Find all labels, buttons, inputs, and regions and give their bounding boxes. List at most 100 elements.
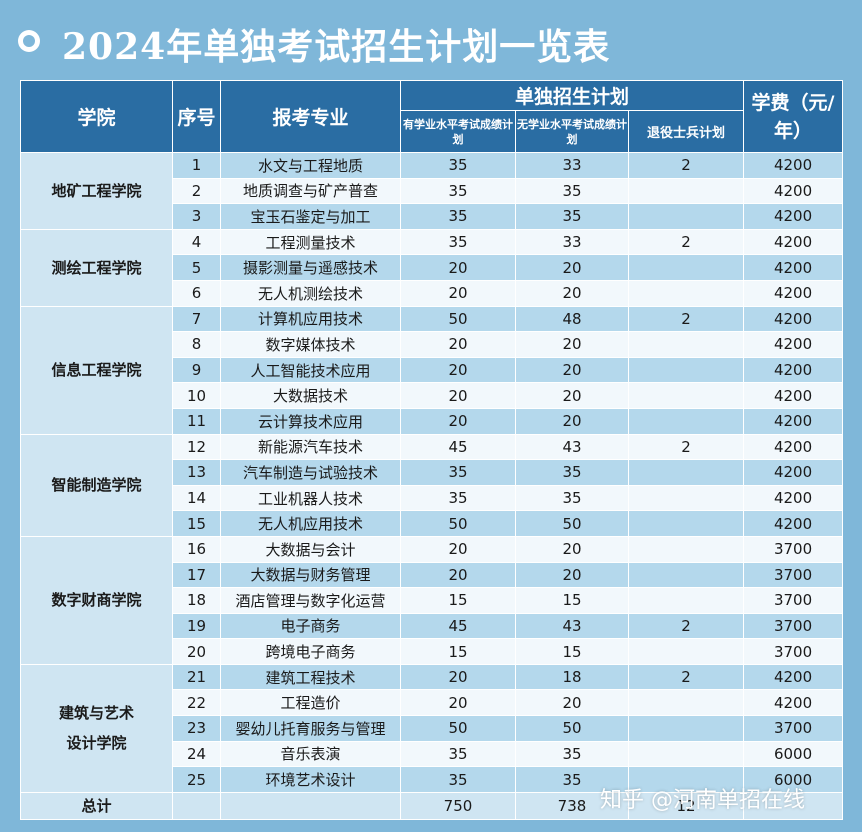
row-plan-with: 20 bbox=[400, 535, 516, 563]
row-fee: 4200 bbox=[743, 433, 844, 461]
table-row: 6 无人机测绘技术 20 20 4200 bbox=[21, 279, 844, 307]
table-row: 10 大数据技术 20 20 4200 bbox=[21, 382, 844, 409]
title-bar: 2024年单独考试招生计划一览表 bbox=[0, 0, 862, 80]
row-plan-without: 35 bbox=[515, 484, 629, 512]
college-name: 建筑与艺术设计学院 bbox=[20, 663, 173, 793]
row-plan-with: 35 bbox=[400, 740, 516, 768]
row-plan-without: 43 bbox=[515, 612, 629, 640]
row-fee: 4200 bbox=[743, 510, 844, 537]
row-plan-with: 15 bbox=[400, 587, 516, 614]
header-plan-without: 无学业水平考试成绩计划 bbox=[515, 110, 629, 153]
row-plan-with: 20 bbox=[400, 663, 516, 691]
row-plan-veteran bbox=[627, 203, 745, 230]
row-index: 12 bbox=[172, 433, 221, 461]
row-major: 大数据与会计 bbox=[220, 535, 401, 563]
college-name: 智能制造学院 bbox=[20, 433, 173, 537]
row-index: 21 bbox=[172, 663, 221, 691]
row-fee: 4200 bbox=[743, 279, 844, 307]
row-plan-veteran bbox=[627, 587, 745, 614]
row-plan-with: 35 bbox=[400, 152, 516, 179]
table-row: 信息工程学院 7 计算机应用技术 50 48 2 4200 bbox=[20, 305, 844, 435]
row-plan-veteran bbox=[627, 510, 745, 537]
table-row: 5 摄影测量与遥感技术 20 20 4200 bbox=[21, 254, 844, 281]
row-plan-veteran bbox=[627, 535, 745, 563]
row-major: 宝玉石鉴定与加工 bbox=[220, 203, 401, 230]
row-plan-veteran bbox=[627, 638, 745, 665]
table-row: 2 地质调查与矿产普查 35 35 4200 bbox=[21, 177, 844, 205]
row-fee: 4200 bbox=[743, 305, 844, 333]
row-plan-without: 18 bbox=[515, 663, 629, 691]
row-plan-with: 20 bbox=[400, 407, 516, 435]
row-index: 5 bbox=[172, 254, 221, 281]
row-plan-with: 20 bbox=[400, 279, 516, 307]
table-row: 14 工业机器人技术 35 35 4200 bbox=[21, 484, 844, 512]
row-plan-with: 50 bbox=[400, 510, 516, 537]
table-row: 建筑与艺术设计学院 21 建筑工程技术 20 18 2 4200 bbox=[20, 663, 844, 793]
row-plan-with: 20 bbox=[400, 356, 516, 384]
row-plan-with: 35 bbox=[400, 228, 516, 256]
college-name: 数字财商学院 bbox=[20, 535, 173, 665]
row-major: 地质调查与矿产普查 bbox=[220, 177, 401, 205]
row-plan-veteran bbox=[627, 561, 745, 589]
row-plan-with: 50 bbox=[400, 715, 516, 742]
row-plan-without: 20 bbox=[515, 382, 629, 409]
row-index: 13 bbox=[172, 459, 221, 486]
row-plan-veteran: 2 bbox=[627, 305, 745, 333]
row-major: 无人机应用技术 bbox=[220, 510, 401, 537]
row-fee: 4200 bbox=[743, 203, 844, 230]
row-fee: 3700 bbox=[743, 715, 844, 742]
row-index: 6 bbox=[172, 279, 221, 307]
row-fee: 3700 bbox=[743, 638, 844, 665]
total-plan-with: 750 bbox=[400, 791, 516, 820]
row-major: 摄影测量与遥感技术 bbox=[220, 254, 401, 281]
row-fee: 3700 bbox=[743, 561, 844, 589]
row-major: 无人机测绘技术 bbox=[220, 279, 401, 307]
header-fee: 学费（元/年） bbox=[743, 80, 844, 153]
row-major: 电子商务 bbox=[220, 612, 401, 640]
row-index: 14 bbox=[172, 484, 221, 512]
row-plan-veteran bbox=[627, 331, 745, 358]
row-plan-with: 20 bbox=[400, 254, 516, 281]
table-row: 测绘工程学院 4 工程测量技术 35 33 2 4200 bbox=[20, 228, 844, 307]
row-major: 汽车制造与试验技术 bbox=[220, 459, 401, 486]
row-major: 音乐表演 bbox=[220, 740, 401, 768]
row-major: 跨境电子商务 bbox=[220, 638, 401, 665]
row-plan-veteran bbox=[627, 356, 745, 384]
row-plan-without: 35 bbox=[515, 459, 629, 486]
row-plan-veteran bbox=[627, 484, 745, 512]
total-plan-without: 738 bbox=[515, 791, 629, 820]
row-major: 大数据技术 bbox=[220, 382, 401, 409]
row-plan-with: 35 bbox=[400, 484, 516, 512]
row-fee: 4200 bbox=[743, 356, 844, 384]
row-plan-veteran bbox=[627, 279, 745, 307]
row-plan-without: 20 bbox=[515, 331, 629, 358]
row-fee: 4200 bbox=[743, 689, 844, 717]
row-plan-veteran: 2 bbox=[627, 228, 745, 256]
table-row: 23 婴幼儿托育服务与管理 50 50 3700 bbox=[21, 715, 844, 742]
row-index: 2 bbox=[172, 177, 221, 205]
row-index: 22 bbox=[172, 689, 221, 717]
row-fee: 4200 bbox=[743, 663, 844, 691]
row-plan-with: 20 bbox=[400, 689, 516, 717]
row-plan-without: 20 bbox=[515, 279, 629, 307]
row-index: 11 bbox=[172, 407, 221, 435]
total-empty-index bbox=[172, 791, 221, 820]
row-plan-with: 20 bbox=[400, 561, 516, 589]
enrollment-plan-table: 学院 序号 报考专业 单独招生计划 学费（元/年） 有学业水平考试成绩计划 无学… bbox=[20, 80, 844, 820]
total-label: 总计 bbox=[20, 791, 173, 820]
header-index: 序号 bbox=[172, 80, 221, 153]
row-plan-veteran: 2 bbox=[627, 433, 745, 461]
row-index: 15 bbox=[172, 510, 221, 537]
row-index: 24 bbox=[172, 740, 221, 768]
row-plan-without: 35 bbox=[515, 177, 629, 205]
row-plan-without: 20 bbox=[515, 254, 629, 281]
row-plan-veteran bbox=[627, 177, 745, 205]
row-index: 25 bbox=[172, 766, 221, 793]
row-plan-without: 20 bbox=[515, 407, 629, 435]
row-plan-without: 33 bbox=[515, 152, 629, 179]
row-plan-veteran: 2 bbox=[627, 663, 745, 691]
row-fee: 4200 bbox=[743, 459, 844, 486]
row-major: 酒店管理与数字化运营 bbox=[220, 587, 401, 614]
row-plan-with: 35 bbox=[400, 177, 516, 205]
row-fee: 3700 bbox=[743, 612, 844, 640]
